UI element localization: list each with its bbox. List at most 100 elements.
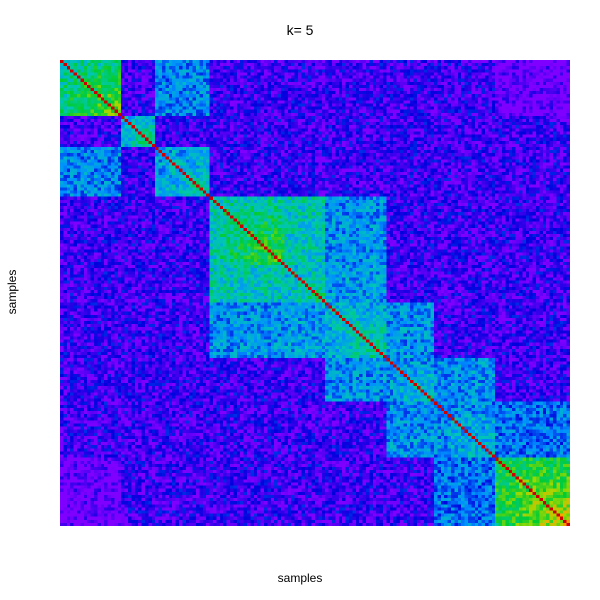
- heatmap-cell: [247, 60, 251, 64]
- heatmap-cell: [529, 60, 533, 64]
- heatmap-cell: [451, 97, 455, 101]
- heatmap-cell: [532, 153, 537, 157]
- heatmap-cell: [304, 109, 309, 114]
- heatmap-cell: [376, 119, 380, 123]
- heatmap-cell: [430, 131, 435, 135]
- heatmap-cell: [488, 78, 493, 83]
- heatmap-cell: [274, 69, 278, 73]
- heatmap-cell: [376, 150, 380, 154]
- heatmap-cell: [202, 143, 207, 148]
- heatmap-cell: [284, 60, 289, 64]
- heatmap-cell: [90, 69, 95, 73]
- heatmap-cell: [369, 112, 374, 117]
- heatmap-cell: [563, 78, 567, 83]
- heatmap-cell: [542, 78, 547, 83]
- heatmap-cell: [94, 122, 98, 126]
- heatmap-cell: [162, 109, 166, 114]
- heatmap-cell: [406, 115, 411, 120]
- heatmap-cell: [247, 153, 251, 157]
- heatmap-cell: [468, 100, 472, 104]
- heatmap-cell: [420, 122, 425, 126]
- heatmap-cell: [175, 156, 180, 160]
- heatmap-cell: [468, 125, 472, 129]
- heatmap-cell: [247, 131, 251, 135]
- heatmap-cell: [206, 63, 210, 67]
- heatmap-cell: [403, 63, 408, 67]
- heatmap-cell: [70, 131, 74, 135]
- heatmap-cell: [522, 159, 527, 163]
- heatmap-cell: [420, 84, 425, 89]
- heatmap-cell: [410, 137, 414, 142]
- heatmap-cell: [189, 106, 193, 111]
- heatmap-cell: [454, 128, 459, 132]
- heatmap-cell: [440, 131, 445, 135]
- heatmap-cell: [386, 143, 391, 148]
- heatmap-cell: [366, 60, 370, 64]
- heatmap-cell: [444, 143, 448, 148]
- heatmap-cell: [434, 84, 438, 89]
- heatmap-cell: [121, 162, 125, 167]
- heatmap-cell: [400, 75, 404, 80]
- heatmap-cell: [94, 103, 98, 107]
- heatmap-cell: [199, 91, 204, 95]
- heatmap-cell: [342, 159, 346, 163]
- heatmap-cell: [542, 150, 547, 154]
- heatmap-cell: [532, 84, 537, 89]
- heatmap-cell: [179, 97, 183, 101]
- heatmap-cell: [508, 103, 513, 107]
- heatmap-cell: [495, 78, 499, 83]
- heatmap-cell: [253, 100, 258, 104]
- heatmap-cell: [529, 106, 533, 111]
- heatmap-cell: [321, 69, 326, 73]
- heatmap-cell: [379, 150, 384, 154]
- heatmap-cell: [124, 63, 129, 67]
- heatmap-cell: [556, 134, 561, 139]
- heatmap-cell: [80, 66, 85, 70]
- heatmap-cell: [352, 156, 357, 160]
- heatmap-cell: [77, 134, 81, 139]
- heatmap-cell: [393, 106, 397, 111]
- heatmap-cell: [372, 153, 377, 157]
- heatmap-cell: [311, 72, 316, 76]
- heatmap-cell: [366, 66, 370, 70]
- heatmap-cell: [66, 87, 71, 92]
- heatmap-cell: [216, 94, 221, 98]
- heatmap-cell: [60, 150, 64, 154]
- heatmap-cell: [213, 91, 217, 95]
- heatmap-cell: [454, 87, 459, 92]
- heatmap-cell: [294, 128, 299, 132]
- heatmap-cell: [277, 119, 282, 123]
- heatmap-cell: [454, 137, 459, 142]
- heatmap-cell: [417, 150, 421, 154]
- heatmap-cell: [66, 103, 71, 107]
- heatmap-cell: [155, 143, 159, 148]
- heatmap-cell: [291, 63, 295, 67]
- heatmap-cell: [148, 119, 153, 123]
- heatmap-cell: [90, 140, 95, 145]
- heatmap-cell: [291, 156, 295, 160]
- heatmap-cell: [478, 153, 482, 157]
- heatmap-cell: [70, 159, 74, 163]
- heatmap-cell: [464, 69, 469, 73]
- heatmap-cell: [182, 60, 187, 64]
- heatmap-cell: [529, 134, 533, 139]
- heatmap-cell: [515, 115, 520, 120]
- heatmap-cell: [270, 106, 275, 111]
- heatmap-cell: [447, 131, 452, 135]
- heatmap-cell: [73, 143, 78, 148]
- heatmap-cell: [104, 106, 108, 111]
- heatmap-cell: [226, 87, 231, 92]
- heatmap-cell: [206, 84, 210, 89]
- heatmap-cell: [440, 134, 445, 139]
- heatmap-cell: [502, 91, 506, 95]
- heatmap-cell: [162, 143, 166, 148]
- heatmap-cell: [505, 60, 510, 64]
- heatmap-cell: [243, 156, 248, 160]
- heatmap-cell: [369, 131, 374, 135]
- heatmap-cell: [488, 125, 493, 129]
- heatmap-cell: [145, 115, 149, 120]
- heatmap-cell: [508, 69, 513, 73]
- heatmap-cell: [474, 106, 479, 111]
- heatmap-cell: [379, 122, 384, 126]
- heatmap-cell: [172, 87, 176, 92]
